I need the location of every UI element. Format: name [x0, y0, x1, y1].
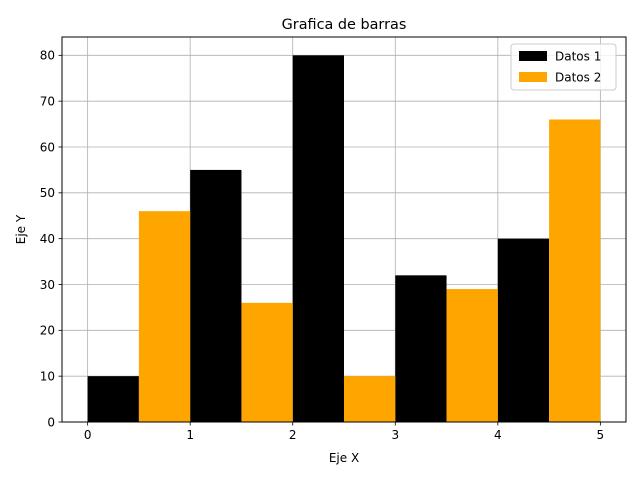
x-tick-label: 3	[391, 428, 399, 442]
legend-label: Datos 2	[555, 71, 601, 85]
bar-series-2	[344, 376, 396, 422]
y-tick-label: 80	[40, 49, 55, 63]
y-tick-label: 70	[40, 94, 55, 108]
y-tick-label: 50	[40, 186, 55, 200]
x-tick-label: 4	[494, 428, 502, 442]
y-tick-label: 40	[40, 232, 55, 246]
x-tick-label: 2	[289, 428, 297, 442]
bar-series-2	[549, 119, 601, 422]
bar-series-2	[138, 211, 191, 422]
plot-area-frame	[61, 36, 627, 423]
x-axis-label: Eje X	[329, 451, 359, 465]
legend-swatch	[519, 51, 547, 61]
y-tick-label: 30	[40, 278, 55, 292]
x-tick-label: 1	[186, 428, 194, 442]
x-tick-label: 5	[597, 428, 605, 442]
y-tick-label: 0	[47, 415, 55, 429]
bar-series-1	[292, 55, 344, 422]
bar-series-2	[446, 289, 498, 422]
bar-series-1	[190, 169, 242, 422]
bar-series-1	[87, 376, 139, 422]
bar-series-2	[241, 302, 293, 422]
legend-swatch	[519, 72, 547, 82]
x-tick-label: 0	[84, 428, 92, 442]
y-tick-label: 10	[40, 369, 55, 383]
bar-series-1	[497, 238, 550, 422]
y-tick-label: 60	[40, 140, 55, 154]
bars	[87, 55, 601, 422]
bar-series-1	[395, 275, 447, 422]
legend-label: Datos 1	[555, 50, 601, 64]
y-axis-label: Eje Y	[14, 214, 28, 244]
chart-title: Grafica de barras	[282, 17, 407, 33]
y-tick-label: 20	[40, 324, 55, 338]
legend: Datos 1 Datos 2	[510, 43, 617, 91]
